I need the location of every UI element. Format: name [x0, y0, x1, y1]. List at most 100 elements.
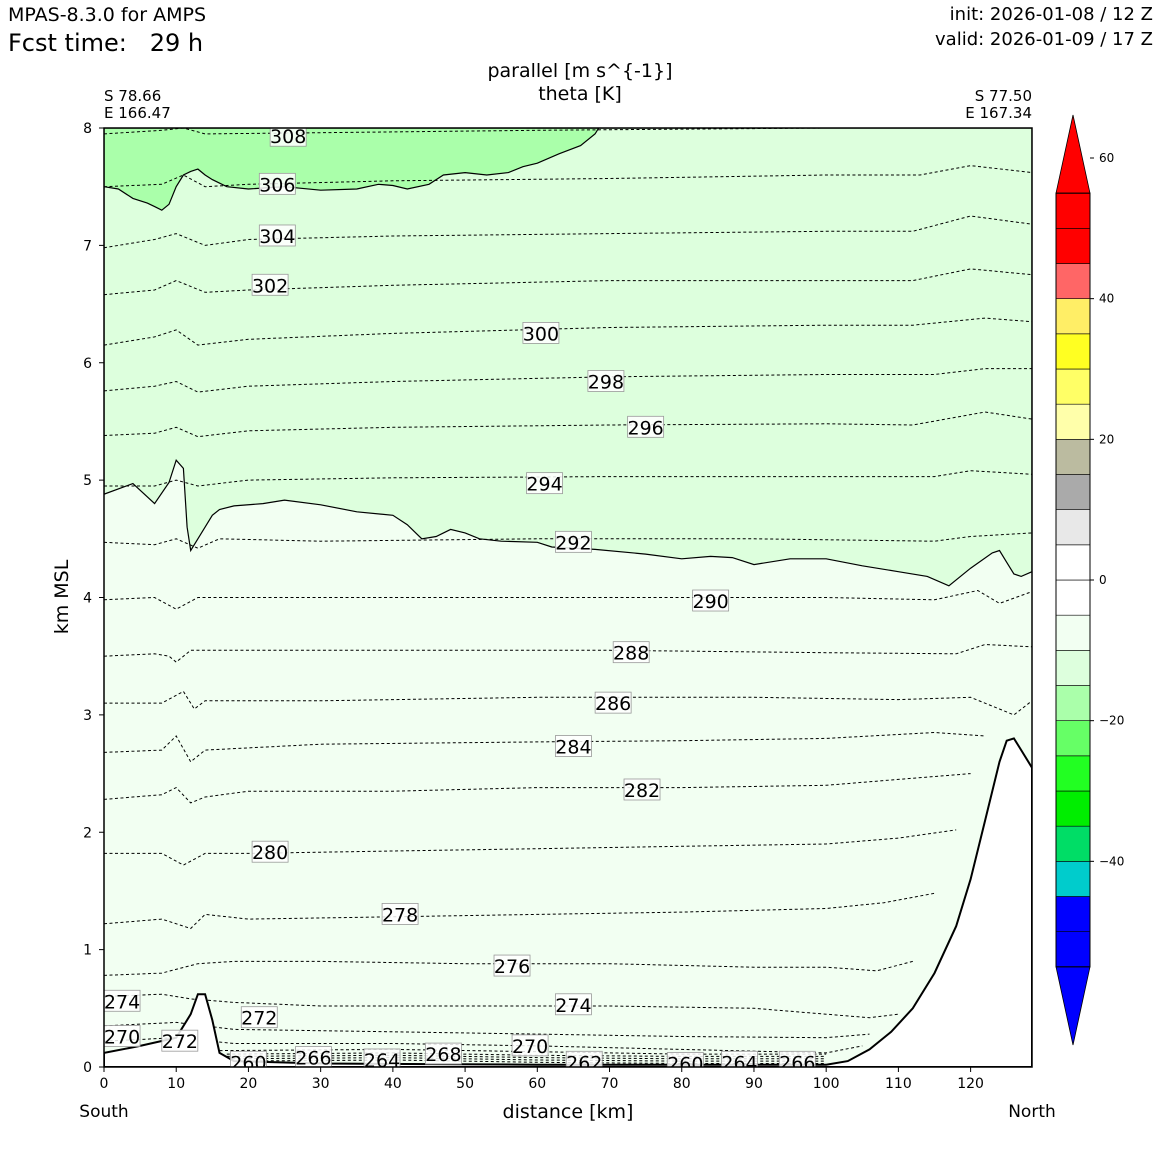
x-tick-label: 100 — [813, 1076, 840, 1092]
y-tick-label: 1 — [83, 943, 92, 959]
svg-text:282: 282 — [624, 780, 660, 802]
contour-label-300: 300 — [522, 322, 560, 345]
colorbar-bin — [1055, 614, 1091, 651]
svg-text:260: 260 — [667, 1053, 703, 1075]
svg-text:306: 306 — [259, 174, 295, 196]
colorbar: 60 40 20 0 −20 −40 — [1055, 114, 1124, 1046]
theta-contour-302 — [104, 268, 1032, 296]
fill-minus15-minus10 — [104, 128, 600, 211]
contour-label-294: 294 — [526, 472, 563, 496]
x-tick-label: 50 — [456, 1076, 474, 1092]
colorbar-tick-label: 60 — [1099, 151, 1114, 165]
colorbar-bin — [1055, 861, 1091, 897]
right-endpoint-lat: S 77.50 — [974, 87, 1032, 105]
svg-text:272: 272 — [162, 1031, 198, 1053]
contour-label-274: 274 — [555, 993, 592, 1017]
svg-text:266: 266 — [779, 1052, 815, 1074]
svg-text:288: 288 — [613, 643, 649, 665]
theta-contour-298 — [104, 368, 1032, 393]
colorbar-bin — [1055, 896, 1091, 932]
contour-label-290: 290 — [692, 589, 730, 613]
x-tick-label: 80 — [673, 1076, 691, 1092]
colorbar-bin — [1055, 509, 1091, 546]
axes: 0 10 20 30 40 50 60 70 80 90 100 110 120 0 1 2 3 4 5 6 7 8 — [83, 121, 1033, 1092]
colorbar-extend-max — [1055, 114, 1091, 194]
colorbar-bin — [1055, 825, 1091, 862]
svg-text:260: 260 — [230, 1052, 266, 1074]
svg-text:294: 294 — [526, 474, 562, 496]
x-tick-label: 30 — [312, 1076, 330, 1092]
forecast-time-label: Fcst time: — [8, 29, 127, 57]
theta-contour-306 — [104, 165, 1032, 188]
colorbar-bin — [1055, 228, 1091, 264]
svg-text:308: 308 — [270, 126, 306, 148]
chart-title-parallel: parallel [m s^{-1}] — [487, 60, 673, 82]
contour-label-280: 280 — [251, 840, 289, 864]
colorbar-bin — [1055, 439, 1091, 475]
svg-text:280: 280 — [252, 842, 288, 864]
theta-contour-288 — [104, 643, 1032, 663]
north-direction-label: North — [1008, 1102, 1056, 1122]
contour-label-272: 272 — [161, 1029, 199, 1053]
contour-label-296: 296 — [627, 415, 665, 439]
colorbar-tick-label: 0 — [1099, 573, 1107, 587]
theta-contour-276 — [104, 960, 913, 976]
forecast-time-value: 29 h — [149, 29, 204, 57]
contour-label-276: 276 — [493, 954, 531, 978]
colorbar-bin — [1055, 579, 1091, 616]
colorbar-bin — [1055, 368, 1091, 405]
theta-contour-290 — [104, 589, 1032, 610]
theta-contour-274 — [104, 993, 899, 1019]
x-tick-label: 70 — [601, 1076, 619, 1092]
colorbar-tick-label: 20 — [1099, 432, 1114, 446]
contour-label-306: 306 — [258, 172, 296, 196]
y-tick-label: 3 — [83, 708, 92, 724]
left-endpoint-lon: E 166.47 — [104, 104, 171, 122]
theta-contour-272 — [104, 1021, 870, 1039]
contour-label-282: 282 — [623, 778, 661, 802]
x-tick-label: 60 — [528, 1076, 546, 1092]
svg-text:278: 278 — [382, 904, 418, 926]
contour-label-302: 302 — [251, 273, 289, 297]
y-tick-label: 8 — [83, 121, 92, 137]
contour-label-278: 278 — [381, 903, 419, 926]
colorbar-bin — [1055, 755, 1091, 792]
colorbar-tick-label: −20 — [1099, 714, 1124, 728]
contour-label-260: 260 — [230, 1050, 267, 1074]
svg-text:274: 274 — [104, 991, 140, 1013]
svg-text:302: 302 — [252, 275, 288, 297]
svg-text:268: 268 — [425, 1044, 461, 1066]
svg-text:274: 274 — [555, 995, 591, 1017]
contour-label-264: 264 — [363, 1048, 401, 1067]
y-tick-label: 2 — [83, 825, 92, 841]
theta-contour-280 — [104, 829, 957, 866]
colorbar-bin — [1055, 192, 1091, 229]
svg-text:284: 284 — [555, 737, 591, 759]
right-endpoint-coords: S 77.50 E 167.34 — [965, 88, 1032, 122]
svg-text:270: 270 — [104, 1026, 140, 1048]
theta-contour-296 — [104, 411, 1032, 438]
contour-label-266: 266 — [295, 1046, 332, 1067]
svg-text:270: 270 — [512, 1036, 548, 1058]
contour-label-308: 308 — [269, 126, 307, 148]
theta-contour-308 — [104, 128, 1032, 135]
chart-title-theta: theta [K] — [538, 83, 622, 105]
contour-label-260: 260 — [666, 1052, 704, 1075]
contour-label-270: 270 — [104, 1025, 141, 1048]
svg-text:298: 298 — [588, 372, 624, 394]
contour-label-304: 304 — [258, 224, 296, 248]
contour-label-284: 284 — [555, 735, 592, 759]
theta-contour-284 — [104, 731, 986, 763]
colorbar-bin — [1055, 333, 1091, 370]
contour-label-292: 292 — [555, 530, 592, 554]
colorbar-tick-label: 40 — [1099, 292, 1114, 306]
svg-text:304: 304 — [259, 226, 295, 248]
svg-text:272: 272 — [241, 1008, 277, 1030]
y-tick-label: 6 — [83, 356, 92, 372]
colorbar-extend-min — [1055, 966, 1091, 1046]
contour-label-262: 262 — [565, 1050, 603, 1067]
colorbar-bin — [1055, 403, 1091, 440]
y-tick-label: 5 — [83, 473, 92, 489]
